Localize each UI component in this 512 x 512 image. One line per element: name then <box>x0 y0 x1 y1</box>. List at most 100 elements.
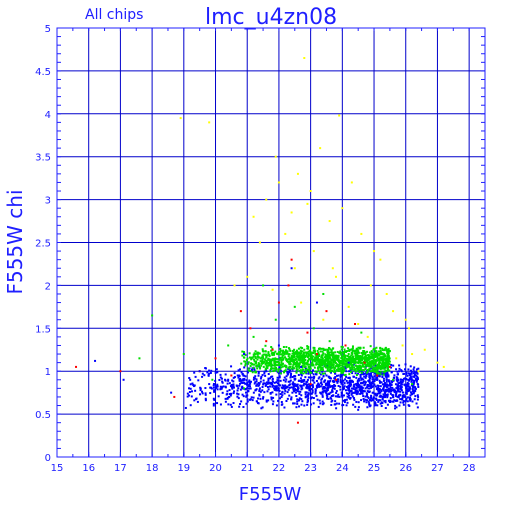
density-point <box>271 375 274 378</box>
density-point <box>230 365 233 368</box>
density-point <box>326 368 329 371</box>
density-point <box>372 366 375 369</box>
density-point <box>242 374 245 377</box>
density-point <box>277 352 280 355</box>
density-point <box>330 400 333 403</box>
density-point <box>333 387 336 390</box>
density-point <box>278 351 281 354</box>
density-point <box>264 350 267 353</box>
density-point <box>262 353 265 356</box>
density-point <box>304 351 307 354</box>
density-point <box>268 360 271 363</box>
density-point <box>238 384 241 387</box>
density-point <box>385 383 388 386</box>
density-point <box>197 379 200 382</box>
density-point <box>338 364 341 367</box>
density-point <box>227 403 230 406</box>
density-point <box>382 355 385 358</box>
density-point <box>272 370 275 373</box>
density-point <box>246 400 249 403</box>
density-point <box>338 351 341 354</box>
density-point <box>339 373 342 376</box>
density-point <box>379 346 382 349</box>
density-point <box>330 370 333 373</box>
density-point <box>247 369 250 372</box>
density-point <box>287 366 290 369</box>
density-point <box>357 361 360 364</box>
density-point <box>252 366 255 369</box>
density-point <box>337 369 340 372</box>
density-point <box>373 380 376 383</box>
density-point <box>413 381 416 384</box>
data-point <box>328 220 331 223</box>
density-point <box>305 371 308 374</box>
density-point <box>324 353 327 356</box>
density-point <box>264 344 267 347</box>
density-point <box>405 377 408 380</box>
density-point <box>268 377 271 380</box>
density-point <box>316 357 319 360</box>
density-point <box>321 350 324 353</box>
density-point <box>351 349 354 352</box>
density-point <box>402 394 405 397</box>
density-point <box>360 369 363 372</box>
data-point <box>119 370 122 373</box>
density-point <box>354 350 357 353</box>
density-point <box>359 392 362 395</box>
density-point <box>343 382 346 385</box>
density-point <box>416 379 419 382</box>
density-point <box>308 358 311 361</box>
density-point <box>306 347 309 350</box>
density-point <box>370 372 373 375</box>
density-point <box>340 362 343 365</box>
density-point <box>275 393 278 396</box>
density-point <box>321 394 324 397</box>
data-point <box>417 370 420 373</box>
density-point <box>261 348 264 351</box>
density-point <box>298 354 301 357</box>
density-point <box>279 372 282 375</box>
density-point <box>332 351 335 354</box>
density-point <box>297 362 300 365</box>
density-point <box>356 380 359 383</box>
density-point <box>261 360 264 363</box>
density-point <box>370 399 373 402</box>
data-point <box>385 378 388 381</box>
density-point <box>327 364 330 367</box>
density-point <box>275 389 278 392</box>
density-point <box>241 350 244 353</box>
density-point <box>405 397 408 400</box>
density-point <box>362 372 365 375</box>
density-point <box>357 377 360 380</box>
density-point <box>292 388 295 391</box>
density-point <box>253 382 256 385</box>
density-point <box>380 381 383 384</box>
density-point <box>268 354 271 357</box>
density-point <box>281 384 284 387</box>
density-point <box>275 404 278 407</box>
density-point <box>407 385 410 388</box>
density-point <box>368 391 371 394</box>
density-point <box>414 386 417 389</box>
density-point <box>242 351 245 354</box>
density-point <box>404 387 407 390</box>
density-point <box>368 382 371 385</box>
density-point <box>321 387 324 390</box>
density-point <box>256 358 259 361</box>
density-point <box>391 400 394 403</box>
density-point <box>286 397 289 400</box>
density-point <box>253 367 256 370</box>
density-point <box>292 381 295 384</box>
density-point <box>392 389 395 392</box>
density-point <box>294 391 297 394</box>
density-point <box>328 355 331 358</box>
density-point <box>378 390 381 393</box>
density-point <box>353 385 356 388</box>
density-point <box>272 367 275 370</box>
density-point <box>402 377 405 380</box>
density-point <box>242 378 245 381</box>
density-point <box>337 393 340 396</box>
density-point <box>349 366 352 369</box>
density-point <box>388 369 391 372</box>
density-point <box>276 389 279 392</box>
